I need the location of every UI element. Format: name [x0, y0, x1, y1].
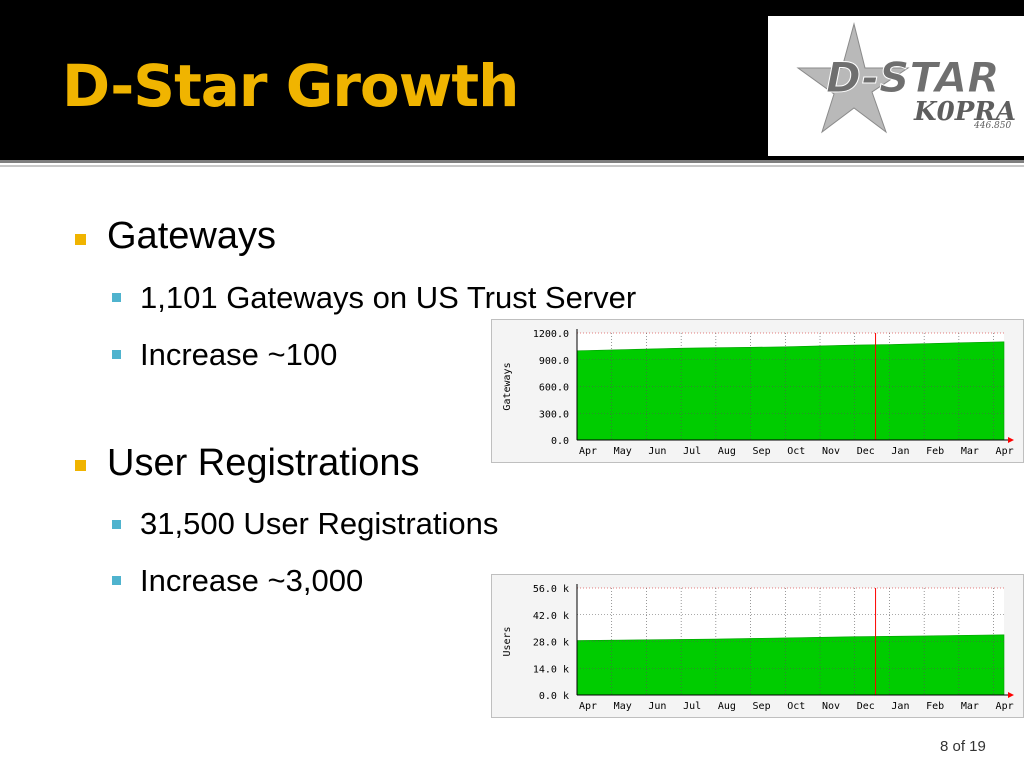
logo-callsign: K0PRA: [913, 97, 1016, 127]
logo-frequency: 446.850: [973, 121, 1011, 131]
x-tick-label: Jul: [683, 701, 701, 712]
x-tick-label: Mar: [961, 446, 979, 457]
sub-bullet-gateway-count: 1,101 Gateways on US Trust Server: [140, 280, 637, 315]
sub-bullet-square: [112, 576, 121, 585]
x-tick-label: Nov: [822, 446, 840, 457]
x-tick-label: Jan: [891, 446, 909, 457]
x-tick-label: Feb: [926, 446, 944, 457]
y-tick-label: 600.0: [539, 383, 569, 394]
x-tick-label: Sep: [753, 701, 771, 712]
series-area: [576, 634, 1005, 696]
y-axis-label: Users: [502, 626, 513, 656]
y-tick-label: 56.0 k: [533, 584, 569, 595]
x-tick-label: Jun: [648, 701, 666, 712]
x-tick-label: Apr: [579, 446, 597, 457]
y-tick-label: 14.0 k: [533, 664, 569, 675]
users-graph: 56.0 k 42.0 k 28.0 k 14.0 k 0.0 k Apr May Jun Ju…: [491, 574, 1024, 718]
y-tick-label: 300.0: [539, 409, 569, 420]
y-tick-label: 28.0 k: [533, 638, 569, 649]
sub-bullet-square: [112, 520, 121, 529]
slide-title: D-Star Growth: [62, 52, 519, 120]
bullet-square: [75, 460, 86, 471]
x-tick-label: Aug: [718, 446, 736, 457]
gateways-graph: 1200.0 900.0 600.0 300.0 0.0 Apr May Jun Jul Aug S…: [491, 319, 1024, 463]
x-tick-label: Jul: [683, 446, 701, 457]
bullet-gateways: Gateways: [107, 215, 276, 257]
y-tick-label: 0.0 k: [539, 691, 569, 702]
x-tick-label: May: [614, 446, 632, 457]
x-tick-label: Oct: [787, 446, 805, 457]
x-tick-label: Sep: [753, 446, 771, 457]
page-number: 8 of 19: [940, 738, 986, 755]
x-tick-label: Oct: [787, 701, 805, 712]
title-divider-light: [0, 165, 1024, 167]
x-tick-label: Aug: [718, 701, 736, 712]
sub-bullet-gateway-increase: Increase ~100: [140, 337, 338, 372]
x-tick-label: Jun: [648, 446, 666, 457]
series-area: [576, 341, 1005, 441]
x-tick-label: Nov: [822, 701, 840, 712]
x-tick-label: Dec: [857, 446, 875, 457]
x-tick-label: Apr: [996, 446, 1014, 457]
logo-text: D-STAR: [826, 53, 1000, 102]
axis-arrow: [1008, 437, 1014, 443]
sub-bullet-user-increase: Increase ~3,000: [140, 563, 364, 598]
x-tick-label: Apr: [579, 701, 597, 712]
x-tick-label: Jan: [891, 701, 909, 712]
x-tick-label: Dec: [857, 701, 875, 712]
bullet-user-registrations: User Registrations: [107, 442, 420, 484]
sub-bullet-square: [112, 350, 121, 359]
gateways-chart: 1200.0 900.0 600.0 300.0 0.0 Apr May Jun Jul Aug S…: [502, 329, 1014, 457]
x-tick-label: May: [614, 701, 632, 712]
bullet-square: [75, 234, 86, 245]
x-tick-label: Mar: [961, 701, 979, 712]
logo-star-icon: [796, 22, 910, 134]
x-tick-label: Feb: [926, 701, 944, 712]
y-tick-label: 900.0: [539, 356, 569, 367]
dstar-logo: D-STAR K0PRA 446.850: [768, 16, 1024, 156]
y-tick-label: 1200.0: [533, 329, 569, 340]
y-axis-label: Gateways: [502, 362, 513, 410]
users-chart: 56.0 k 42.0 k 28.0 k 14.0 k 0.0 k Apr May Jun Ju…: [502, 584, 1014, 712]
sub-bullet-user-count: 31,500 User Registrations: [140, 506, 499, 541]
y-tick-label: 0.0: [551, 436, 569, 447]
y-tick-label: 42.0 k: [533, 611, 569, 622]
axis-arrow: [1008, 692, 1014, 698]
sub-bullet-square: [112, 293, 121, 302]
dstar-logo-graphic: D-STAR K0PRA 446.850: [796, 22, 1016, 134]
x-tick-label: Apr: [996, 701, 1014, 712]
title-divider: [0, 160, 1024, 163]
